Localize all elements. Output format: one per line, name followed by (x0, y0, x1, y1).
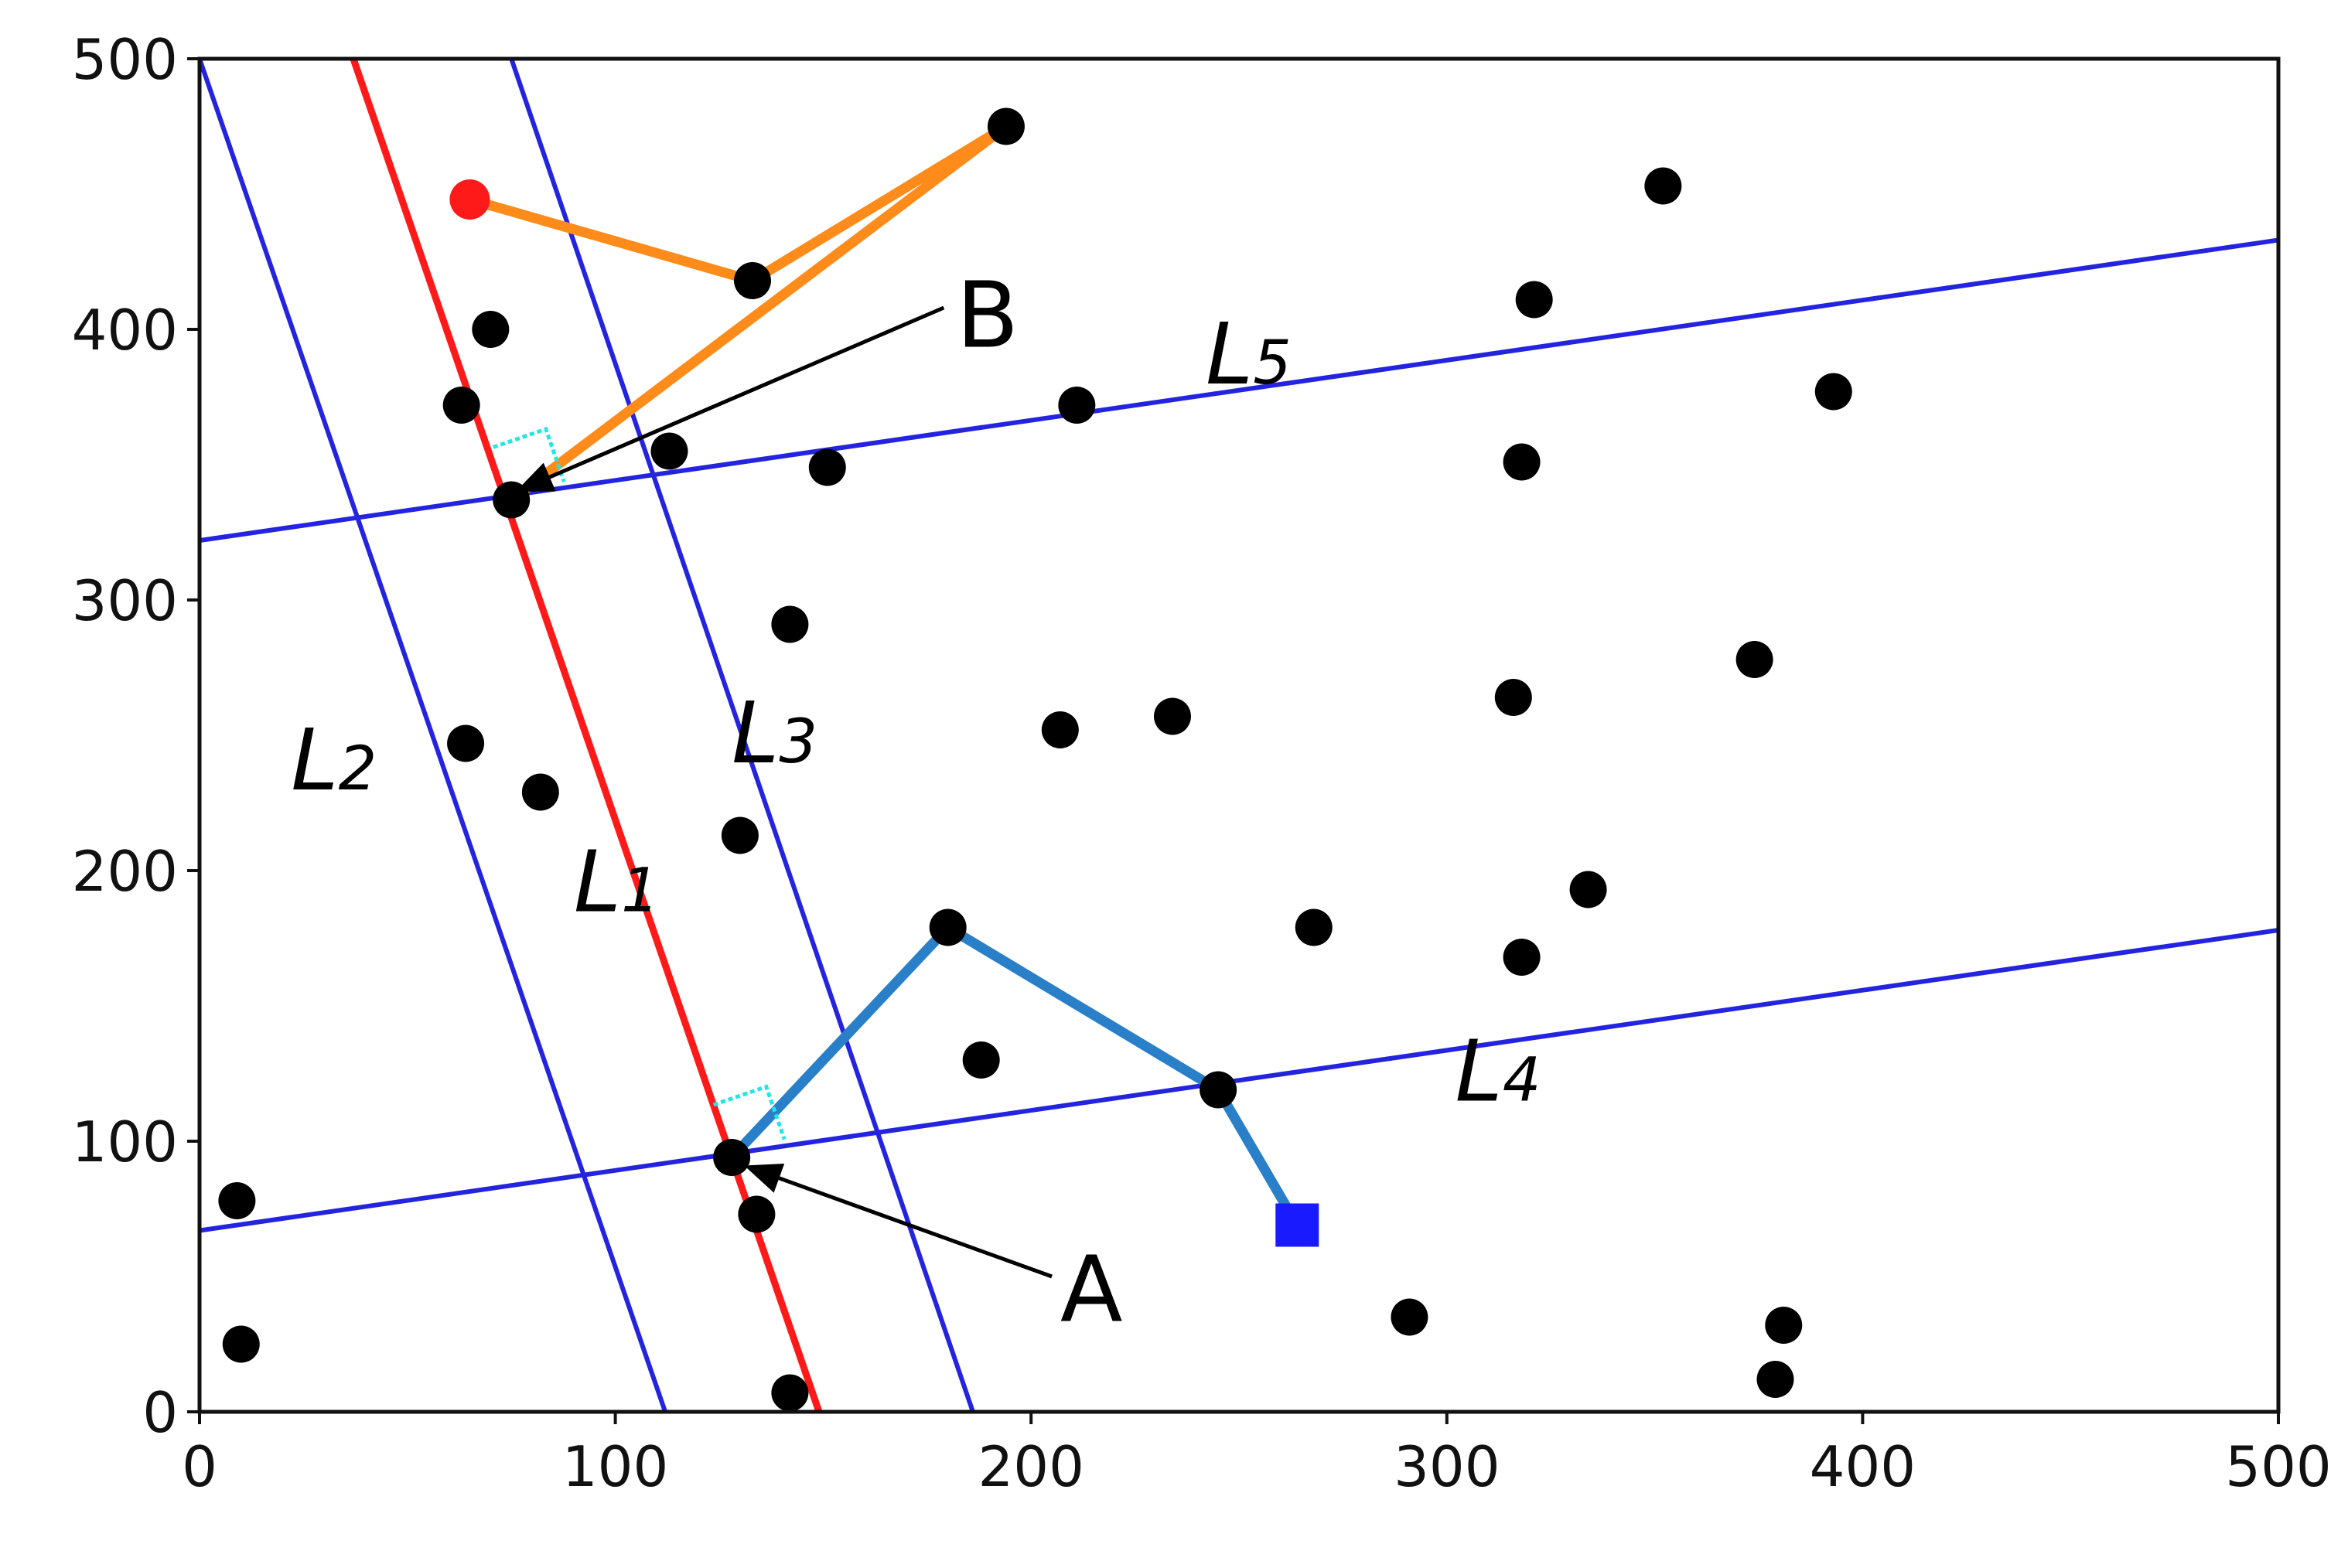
data-point (808, 448, 846, 486)
data-point (1058, 387, 1096, 424)
data-point (1515, 281, 1553, 319)
line-l1 (350, 59, 823, 1412)
annotation-label-a: A (1060, 1236, 1123, 1343)
y-tick-label: 300 (72, 568, 178, 633)
x-tick-label: 200 (978, 1434, 1084, 1499)
data-point (1153, 697, 1191, 735)
line-label-l3: L3 (732, 683, 817, 782)
data-point (987, 107, 1025, 145)
data-point (1765, 1307, 1803, 1344)
data-point (721, 816, 759, 854)
data-point (1814, 373, 1852, 411)
data-point (1756, 1361, 1794, 1398)
x-tick-label: 300 (1394, 1434, 1500, 1499)
annotation-label-b: B (956, 262, 1019, 369)
perpendicular-marker (492, 426, 566, 482)
path-blue (726, 922, 1302, 1230)
x-tick-label: 100 (562, 1434, 668, 1499)
line-label-l5: L5 (1206, 305, 1292, 404)
points-layer (218, 107, 1852, 1412)
data-point (734, 262, 772, 299)
y-tick-label: 100 (72, 1110, 178, 1174)
data-point (771, 605, 809, 643)
y-tick-label: 500 (72, 27, 178, 92)
data-point (650, 432, 688, 470)
line-label-l4: L4 (1456, 1022, 1541, 1121)
data-point (1503, 443, 1541, 481)
data-point (1295, 908, 1333, 946)
y-axis-ticks: 0 100 200 300 400 500 (72, 27, 200, 1445)
data-point (1569, 871, 1607, 908)
perpendicular-marker (712, 1084, 787, 1140)
y-tick-label: 0 (142, 1380, 178, 1445)
annotation-arrowhead-a (744, 1163, 785, 1193)
annotation-arrow-a (778, 1176, 1053, 1279)
line-label-l2: L2 (291, 711, 377, 810)
data-point (1735, 641, 1773, 678)
data-point (1200, 1071, 1237, 1109)
end-marker (1275, 1203, 1319, 1247)
data-point (1041, 711, 1079, 748)
data-point (1644, 167, 1682, 205)
annotations-layer: L1 L2 L3 L4 L5 B A (291, 262, 1541, 1343)
data-point (713, 1139, 751, 1176)
x-tick-label: 500 (2225, 1434, 2331, 1499)
line-label-l1: L1 (574, 833, 660, 932)
data-point (771, 1374, 809, 1412)
data-point (738, 1195, 776, 1233)
annotation-arrow-b (548, 305, 945, 479)
data-point (1391, 1298, 1428, 1336)
data-point (222, 1325, 260, 1363)
data-point (447, 724, 485, 762)
line-l4 (200, 928, 2278, 1233)
x-tick-label: 400 (1810, 1434, 1916, 1499)
paths-layer (464, 121, 1302, 1230)
markers-layer (449, 179, 1319, 1247)
path-orange (464, 121, 1012, 505)
data-point (218, 1182, 256, 1219)
plot-frame (197, 56, 2281, 1414)
data-point (442, 387, 480, 424)
x-axis-ticks: 0 100 200 300 400 500 (182, 1412, 2332, 1499)
y-tick-label: 400 (72, 298, 178, 363)
data-point (521, 773, 559, 811)
data-point (1494, 679, 1532, 716)
data-point (929, 908, 967, 946)
lines-layer (200, 59, 2278, 1412)
start-marker (449, 179, 490, 220)
line-l3 (509, 59, 975, 1412)
data-point (472, 311, 510, 348)
data-point (1503, 939, 1541, 976)
y-tick-label: 200 (72, 839, 178, 904)
data-point (962, 1041, 1000, 1079)
annotation-arrowhead-b (515, 462, 556, 492)
x-tick-label: 0 (182, 1434, 217, 1499)
line-l2 (200, 59, 667, 1412)
